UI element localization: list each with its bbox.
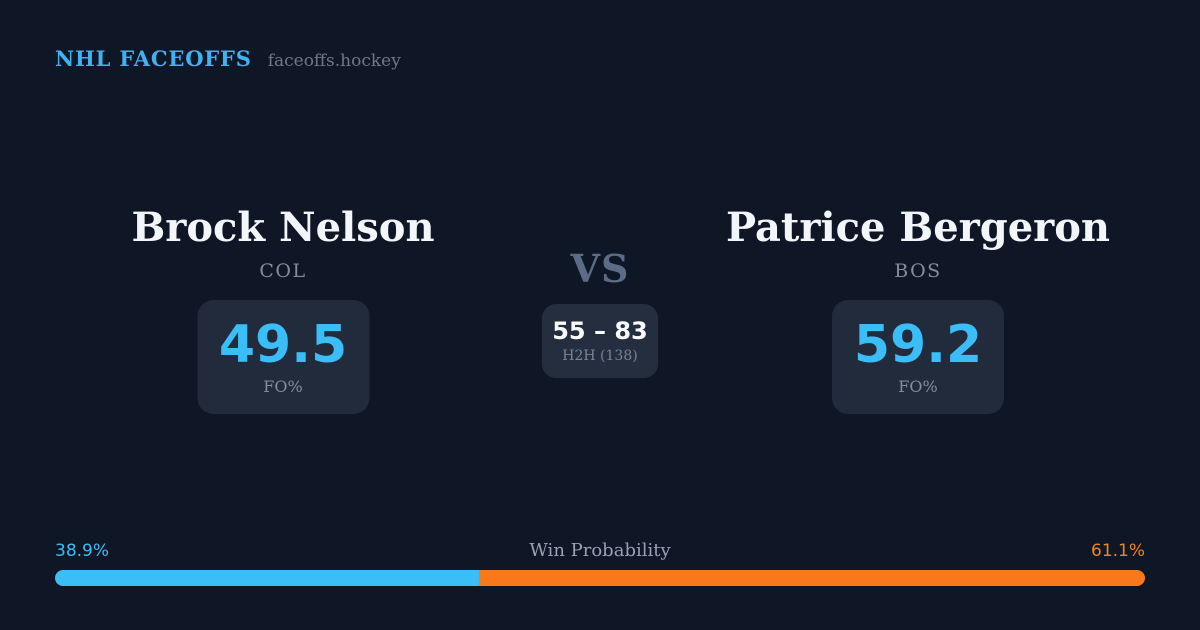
site-url: faceoffs.hockey — [267, 51, 401, 71]
win-probability-title: Win Probability — [529, 540, 671, 561]
brand-title: NHL FACEOFFS — [55, 46, 252, 71]
stat-box-left: 49.5 FO% — [196, 300, 369, 414]
win-probability-left-pct: 38.9% — [55, 541, 110, 561]
versus-section: VS 55 – 83 H2H (138) — [542, 250, 658, 378]
stat-value-left: 49.5 — [218, 314, 348, 375]
player-card-left: Brock Nelson COL 49.5 FO% — [131, 204, 435, 414]
win-probability-bar-right — [479, 570, 1145, 586]
player-name-left: Brock Nelson — [131, 204, 435, 251]
vs-label: VS — [570, 246, 630, 291]
stat-label-right: FO% — [898, 376, 938, 396]
win-probability-bar — [55, 570, 1145, 586]
stat-label-left: FO% — [263, 376, 303, 396]
header: NHL FACEOFFS faceoffs.hockey — [55, 46, 401, 71]
h2h-label: H2H (138) — [562, 347, 638, 364]
player-card-right: Patrice Bergeron BOS 59.2 FO% — [726, 204, 1110, 414]
win-probability-labels: 38.9% Win Probability 61.1% — [55, 540, 1145, 561]
h2h-box: 55 – 83 H2H (138) — [542, 304, 658, 378]
win-probability-right-pct: 61.1% — [1091, 541, 1146, 561]
stat-box-right: 59.2 FO% — [831, 300, 1004, 414]
stat-value-right: 59.2 — [853, 314, 983, 375]
win-probability-section: 38.9% Win Probability 61.1% — [55, 540, 1145, 586]
win-probability-bar-left — [55, 570, 479, 586]
player-team-right: BOS — [894, 260, 942, 282]
player-name-right: Patrice Bergeron — [726, 204, 1110, 251]
player-team-left: COL — [259, 260, 307, 282]
h2h-score: 55 – 83 — [552, 317, 648, 346]
